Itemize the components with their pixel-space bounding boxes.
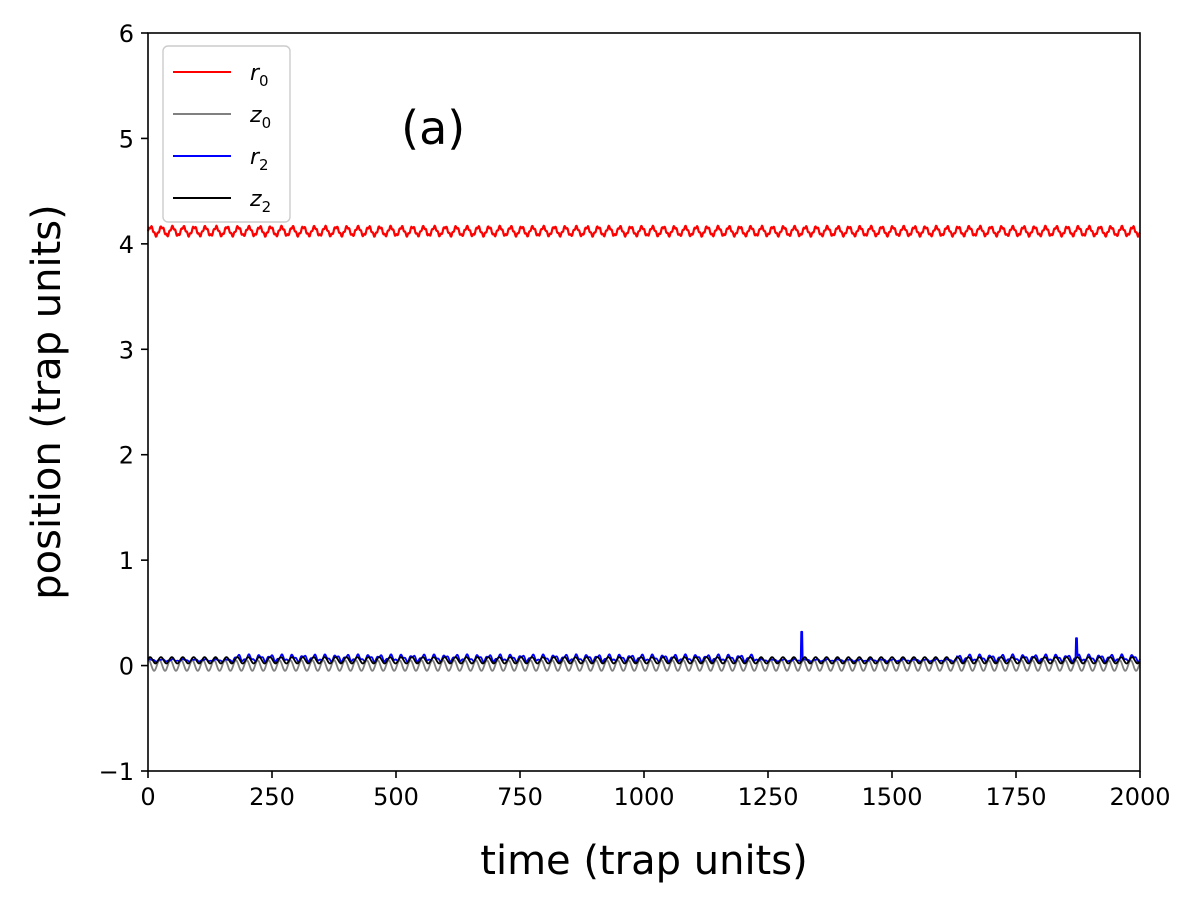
series-layer: [146, 224, 1141, 672]
y-tick-label: 6: [119, 20, 134, 48]
y-tick-label: 4: [119, 231, 134, 259]
panel-label: (a): [401, 101, 465, 155]
y-tick-label: −1: [99, 758, 134, 786]
legend-label-base: r: [250, 61, 261, 86]
y-axis-title: position (trap units): [24, 204, 70, 599]
x-tick-label: 1250: [737, 783, 798, 811]
legend-label-z2: z2: [249, 187, 271, 216]
x-axis-title: time (trap units): [480, 838, 807, 884]
x-tick-label: 250: [249, 783, 295, 811]
series-line-z2: [147, 656, 1141, 665]
legend-label-subscript: 0: [262, 114, 272, 132]
x-tick-label: 1500: [861, 783, 922, 811]
legend-label-z0: z0: [249, 103, 271, 132]
legend-label-base: r: [250, 145, 261, 170]
x-axis: 0 250 500 750 1000 1250 1500 1750 2000: [140, 771, 1171, 811]
legend-box: [162, 45, 291, 223]
legend-label-base: z: [249, 103, 262, 128]
y-tick-label: 5: [119, 125, 134, 153]
legend-label-subscript: 0: [259, 72, 269, 90]
y-tick-label: 0: [119, 653, 134, 681]
x-tick-label: 750: [497, 783, 543, 811]
legend-label-base: z: [249, 187, 262, 212]
legend-label-r0: r0: [250, 61, 269, 90]
x-tick-label: 0: [140, 783, 155, 811]
legend-label-r2: r2: [250, 145, 269, 174]
y-tick-label: 2: [119, 442, 134, 470]
series-line-z0: [147, 659, 1141, 672]
legend-label-subscript: 2: [259, 156, 269, 174]
legend-label-subscript: 2: [262, 198, 272, 216]
x-tick-label: 1750: [985, 783, 1046, 811]
x-tick-label: 1000: [613, 783, 674, 811]
series-line-r0: [146, 224, 1141, 238]
y-axis: −1 0 1 2 3 4 5 6: [99, 20, 148, 786]
y-tick-label: 3: [119, 336, 134, 364]
x-tick-label: 2000: [1109, 783, 1170, 811]
y-tick-label: 1: [119, 547, 134, 575]
x-tick-label: 500: [373, 783, 419, 811]
